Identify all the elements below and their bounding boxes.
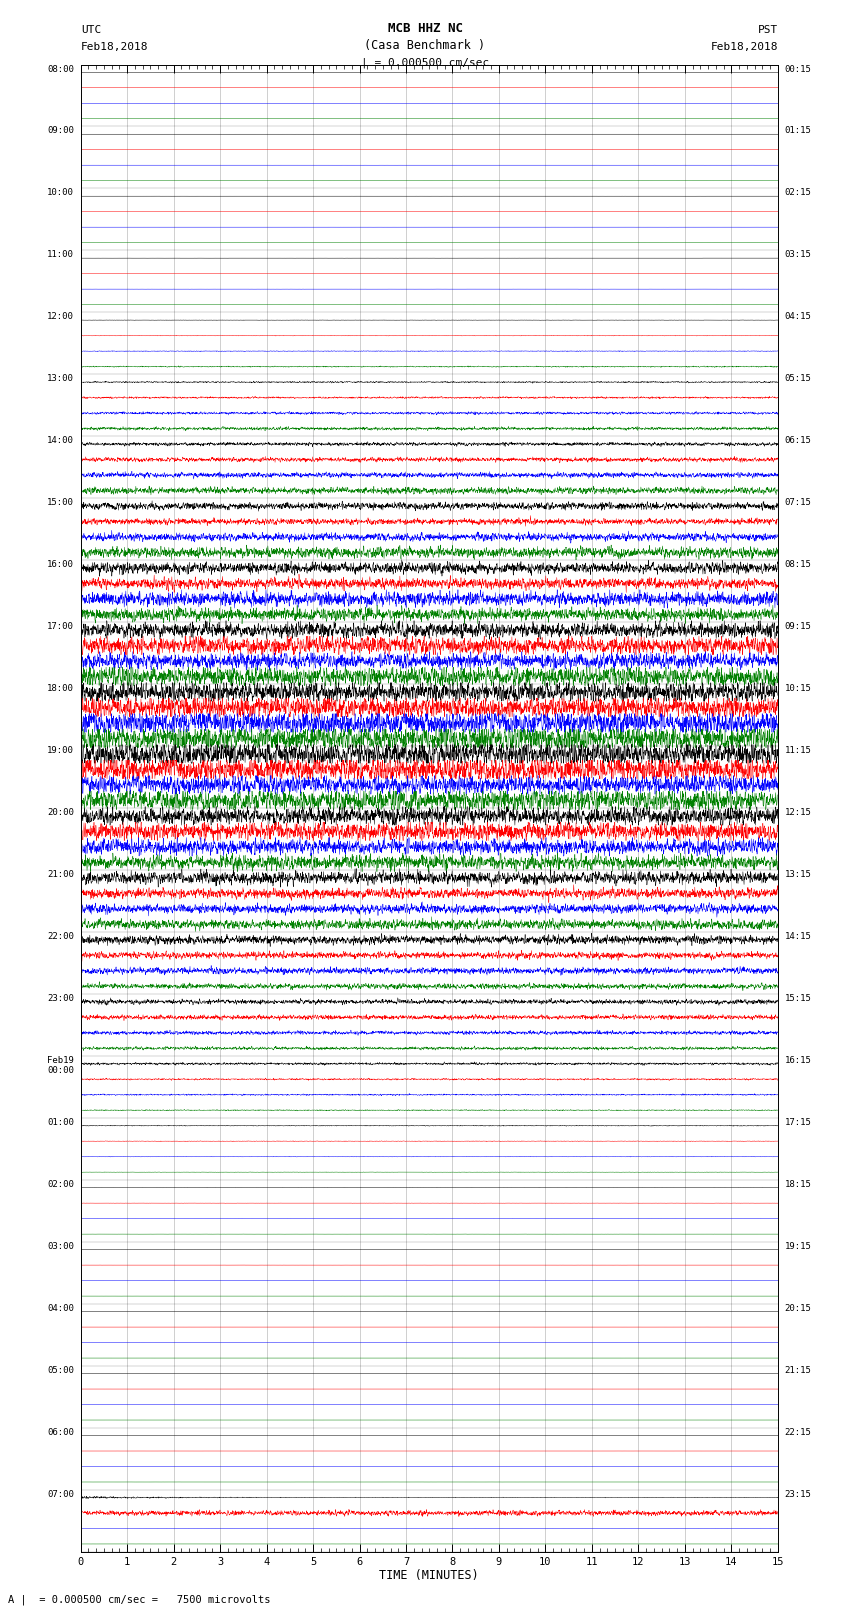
Text: 13:00: 13:00	[47, 374, 74, 384]
Text: 12:15: 12:15	[785, 808, 812, 818]
Text: 02:00: 02:00	[47, 1181, 74, 1189]
Text: 01:15: 01:15	[785, 126, 812, 135]
Text: 16:00: 16:00	[47, 560, 74, 569]
Text: 04:00: 04:00	[47, 1303, 74, 1313]
Text: 09:00: 09:00	[47, 126, 74, 135]
Text: 12:00: 12:00	[47, 313, 74, 321]
Text: 23:15: 23:15	[785, 1490, 812, 1498]
Text: 06:00: 06:00	[47, 1428, 74, 1437]
Text: 08:00: 08:00	[47, 65, 74, 74]
Text: 03:15: 03:15	[785, 250, 812, 260]
Text: Feb19
00:00: Feb19 00:00	[47, 1057, 74, 1076]
Text: 20:00: 20:00	[47, 808, 74, 818]
Text: MCB HHZ NC: MCB HHZ NC	[388, 23, 462, 35]
Text: 02:15: 02:15	[785, 189, 812, 197]
Text: 04:15: 04:15	[785, 313, 812, 321]
Text: 05:15: 05:15	[785, 374, 812, 384]
Text: 21:00: 21:00	[47, 869, 74, 879]
Text: 11:15: 11:15	[785, 747, 812, 755]
Text: 16:15: 16:15	[785, 1057, 812, 1065]
Text: 15:00: 15:00	[47, 498, 74, 506]
Text: A |  = 0.000500 cm/sec =   7500 microvolts: A | = 0.000500 cm/sec = 7500 microvolts	[8, 1594, 271, 1605]
Text: 19:00: 19:00	[47, 747, 74, 755]
Text: 20:15: 20:15	[785, 1303, 812, 1313]
Text: 19:15: 19:15	[785, 1242, 812, 1250]
Text: 07:15: 07:15	[785, 498, 812, 506]
Text: 14:00: 14:00	[47, 436, 74, 445]
Text: 05:00: 05:00	[47, 1366, 74, 1374]
Text: (Casa Benchmark ): (Casa Benchmark )	[365, 39, 485, 52]
Text: 22:15: 22:15	[785, 1428, 812, 1437]
Text: 06:15: 06:15	[785, 436, 812, 445]
Text: UTC: UTC	[81, 26, 101, 35]
Text: 08:15: 08:15	[785, 560, 812, 569]
Text: 23:00: 23:00	[47, 994, 74, 1003]
Text: 03:00: 03:00	[47, 1242, 74, 1250]
Text: | = 0.000500 cm/sec: | = 0.000500 cm/sec	[361, 56, 489, 68]
X-axis label: TIME (MINUTES): TIME (MINUTES)	[379, 1569, 479, 1582]
Text: Feb18,2018: Feb18,2018	[711, 42, 778, 52]
Text: Feb18,2018: Feb18,2018	[81, 42, 148, 52]
Text: 13:15: 13:15	[785, 869, 812, 879]
Text: 09:15: 09:15	[785, 623, 812, 631]
Text: 21:15: 21:15	[785, 1366, 812, 1374]
Text: 18:15: 18:15	[785, 1181, 812, 1189]
Text: 10:00: 10:00	[47, 189, 74, 197]
Text: PST: PST	[757, 26, 778, 35]
Text: 22:00: 22:00	[47, 932, 74, 940]
Text: 18:00: 18:00	[47, 684, 74, 694]
Text: 17:00: 17:00	[47, 623, 74, 631]
Text: 15:15: 15:15	[785, 994, 812, 1003]
Text: 10:15: 10:15	[785, 684, 812, 694]
Text: 00:15: 00:15	[785, 65, 812, 74]
Text: 11:00: 11:00	[47, 250, 74, 260]
Text: 07:00: 07:00	[47, 1490, 74, 1498]
Text: 01:00: 01:00	[47, 1118, 74, 1127]
Text: 17:15: 17:15	[785, 1118, 812, 1127]
Text: 14:15: 14:15	[785, 932, 812, 940]
